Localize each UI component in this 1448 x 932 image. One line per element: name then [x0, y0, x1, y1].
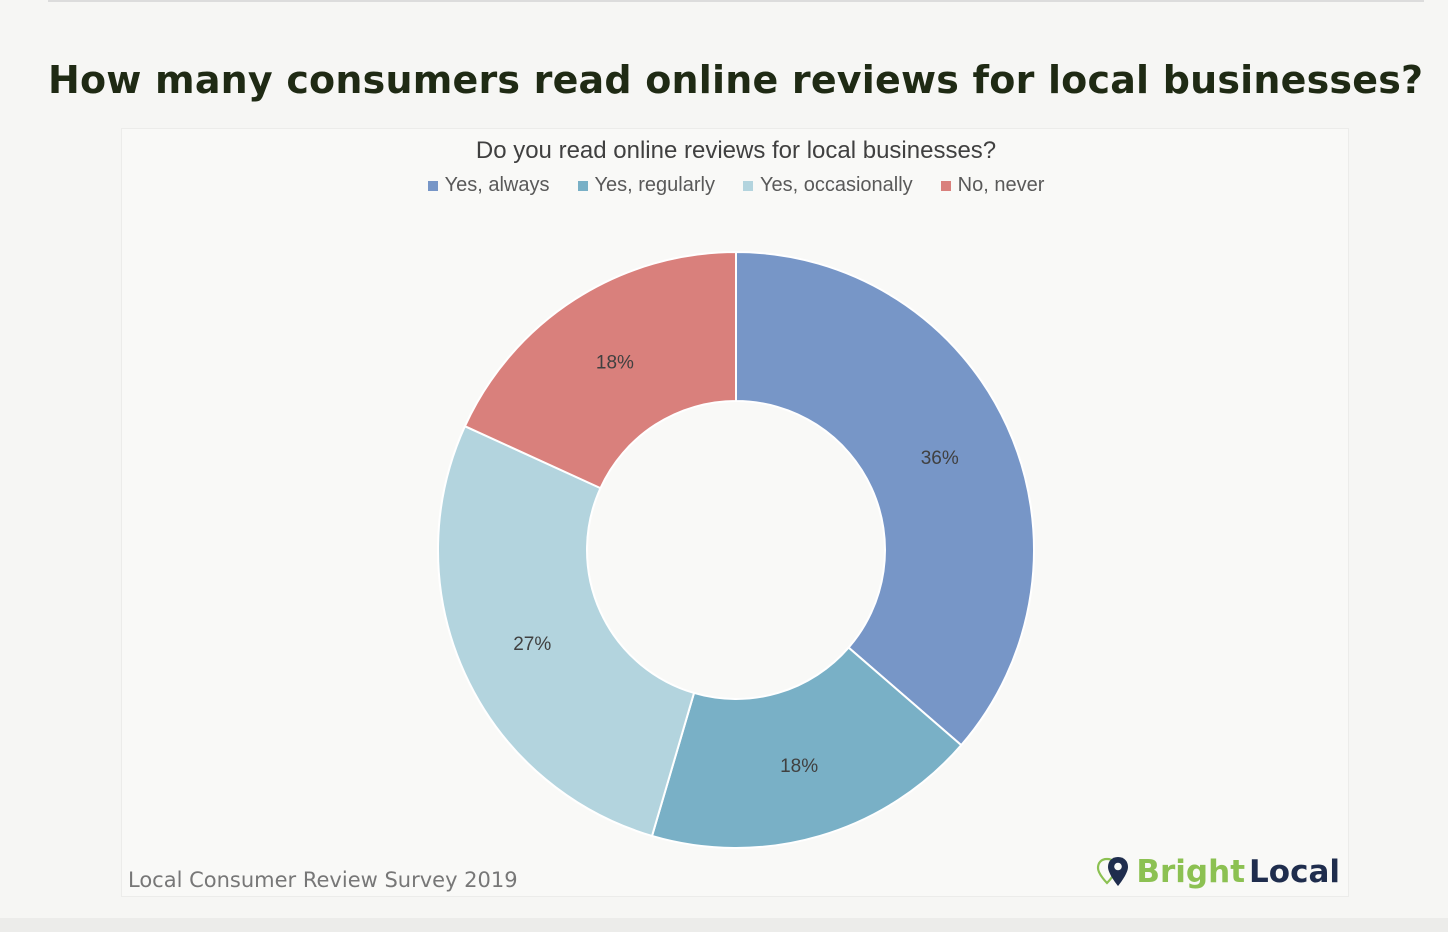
- brightlocal-logo: Bright Local: [1096, 854, 1340, 890]
- legend-item-yes-always: Yes, always: [427, 174, 550, 197]
- slice-data-label-yes-occasionally: 27%: [513, 634, 551, 655]
- bottom-band: [0, 918, 1448, 932]
- chart-card: Do you read online reviews for local bus…: [121, 128, 1349, 897]
- donut-slice-yes-occasionally: [437, 424, 696, 838]
- legend-label: No, never: [957, 174, 1045, 196]
- legend-swatch: [577, 180, 588, 191]
- chart-legend: Yes, always Yes, regularly Yes, occasion…: [122, 174, 1350, 197]
- map-pin-icon: [1097, 857, 1129, 886]
- donut-slice-no-never: [463, 250, 737, 490]
- page-title: How many consumers read online reviews f…: [48, 58, 1424, 102]
- legend-item-no-never: No, never: [940, 174, 1045, 197]
- slice-data-label-yes-always: 36%: [921, 448, 959, 469]
- logo-text-bright: Bright: [1136, 854, 1246, 890]
- survey-source-note: Local Consumer Review Survey 2019: [128, 868, 518, 892]
- donut-chart: 36% 18% 27% 18%: [437, 250, 1035, 849]
- chart-title: Do you read online reviews for local bus…: [475, 137, 997, 164]
- top-divider: [48, 0, 1424, 2]
- logo-text-local: Local: [1249, 854, 1340, 890]
- slice-data-label-yes-regularly: 18%: [780, 756, 818, 777]
- legend-item-yes-regularly: Yes, regularly: [577, 174, 715, 197]
- donut-slice-yes-regularly: [650, 646, 963, 849]
- legend-swatch: [940, 180, 951, 191]
- donut-slice-yes-always: [735, 250, 1035, 747]
- legend-swatch: [742, 180, 753, 191]
- legend-swatch: [427, 180, 438, 191]
- legend-label: Yes, always: [444, 174, 550, 196]
- legend-item-yes-occasionally: Yes, occasionally: [742, 174, 913, 197]
- legend-label: Yes, occasionally: [759, 174, 913, 196]
- legend-label: Yes, regularly: [594, 174, 715, 196]
- slice-data-label-no-never: 18%: [596, 353, 634, 374]
